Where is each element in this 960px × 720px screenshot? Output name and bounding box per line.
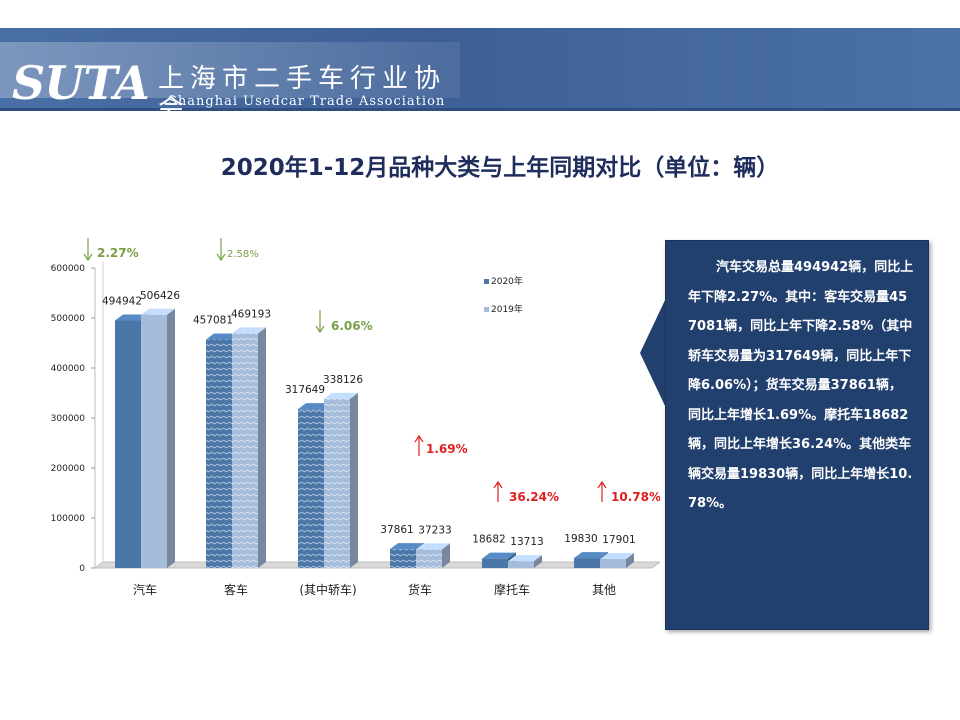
change-percent-label: 2.27% [97,246,139,260]
bar-top [141,308,175,315]
bar [600,553,634,568]
bar-top [390,543,424,550]
bar-top [482,552,516,559]
change-percent-label: 2.58% [227,249,259,260]
header-banner: SUTA 上海市二手车行业协会 Shanghai Usedcar Trade A… [0,28,960,124]
y-tick-label: 400000 [51,364,86,374]
bar-side [442,543,450,568]
bar-value-label: 17901 [602,534,635,546]
legend-swatch [484,307,489,312]
bar-side [534,555,542,568]
logo-area: SUTA 上海市二手车行业协会 Shanghai Usedcar Trade A… [0,42,460,124]
x-category-label: 汽车 [133,582,157,597]
y-tick-label: 0 [79,564,85,574]
bar-top [600,553,634,560]
bar-value-label: 457081 [193,314,233,326]
bar-value-label: 37233 [418,524,451,536]
change-percent-label: 6.06% [331,319,373,333]
bar-texture [416,549,442,568]
bar-side [626,553,634,568]
y-tick-label: 200000 [51,464,86,474]
bar [141,308,175,568]
arrow-down-head-icon [83,253,93,262]
y-tick-label: 600000 [51,264,86,274]
bar-side [350,392,358,568]
arrow-up-head-icon [493,480,503,489]
arrow-down-head-icon [216,253,226,262]
bar-top [508,555,542,562]
bar [324,392,358,568]
bar-top [574,552,608,559]
change-percent-label: 10.78% [611,490,660,504]
bar-value-label: 506426 [140,290,180,302]
suta-logo: SUTA [12,56,150,110]
bar-value-label: 18682 [472,534,505,546]
association-name-en: Shanghai Usedcar Trade Association [168,94,446,109]
x-category-label: (其中轿车) [299,582,356,597]
x-category-label: 摩托车 [494,582,530,597]
bar-top [416,543,450,550]
bar-value-label: 37861 [380,524,413,536]
callout-pointer [640,298,666,408]
summary-box: 汽车交易总量494942辆，同比上年下降2.27%。其中：客车交易量457081… [665,240,929,630]
bar-front [115,320,141,568]
bar-texture [390,549,416,568]
x-category-label: 其他 [592,583,616,597]
change-percent-label: 36.24% [509,490,559,504]
change-percent-label: 1.69% [426,442,468,456]
bar [232,327,266,568]
y-tick-label: 300000 [51,414,86,424]
x-category-label: 货车 [408,582,432,597]
bar [508,555,542,568]
bar-top [324,392,358,399]
bar-top [232,327,266,334]
bar-texture [298,409,324,568]
arrow-up-head-icon [597,480,607,489]
page-title: 2020年1-12月品种大类与上年同期对比（单位：辆） [220,155,780,181]
arrow-up-head-icon [414,434,424,443]
bar-value-label: 317649 [285,384,325,396]
bar-front [574,558,600,568]
x-category-label: 客车 [224,582,248,597]
bar-value-label: 19830 [564,533,597,545]
bar-front [508,561,534,568]
bar-value-label: 494942 [102,296,142,308]
bar-front [141,314,167,568]
bar-value-label: 13713 [510,536,543,548]
y-tick-label: 500000 [51,314,86,324]
legend-label: 2020年 [491,275,523,287]
bar-front [600,559,626,568]
arrow-down-head-icon [315,325,325,334]
bar-value-label: 469193 [231,308,271,320]
bar-front [482,558,508,568]
bar-top [115,314,149,321]
bar-texture [324,398,350,568]
bar-texture [232,333,258,568]
legend-swatch [484,279,489,284]
bar-texture [206,339,232,568]
y-tick-label: 100000 [51,514,86,524]
bar [416,543,450,568]
bar-top [298,403,332,410]
bar-side [167,308,175,568]
summary-text: 汽车交易总量494942辆，同比上年下降2.27%。其中：客车交易量457081… [688,260,914,511]
bar-top [206,333,240,340]
bar-side [258,327,266,568]
association-name-cn: 上海市二手车行业协会 [158,64,447,124]
bar-value-label: 338126 [323,374,363,386]
bar-chart: 0 100000 200000 300000 400000 500000 600000 494… [51,238,660,597]
legend-label: 2019年 [491,303,523,315]
